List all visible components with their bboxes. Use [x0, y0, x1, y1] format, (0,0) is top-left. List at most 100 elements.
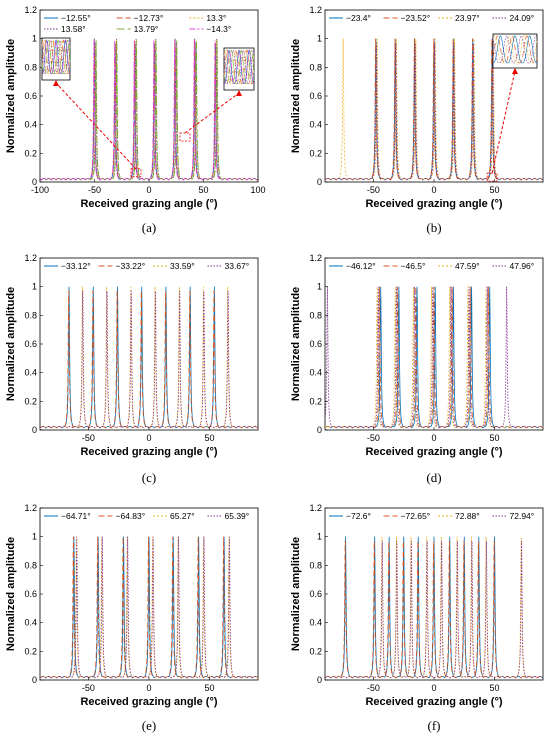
legend-entry-2: 13.3°: [206, 13, 226, 23]
y-tick-label: 1: [32, 532, 37, 542]
series-line-3: [325, 42, 543, 181]
inset-line: [41, 39, 71, 75]
legend-entry-1: −33.22°: [116, 261, 146, 271]
inset-line: [492, 35, 538, 64]
x-tick-label: -50: [88, 185, 101, 195]
y-tick-label: 1.2: [309, 503, 322, 513]
y-tick-label: 0.6: [309, 339, 322, 349]
series-group: [325, 286, 543, 429]
legend-entry-2: 65.27°: [170, 511, 195, 521]
y-tick-label: 0: [32, 177, 37, 187]
y-tick-label: 0.4: [309, 368, 322, 378]
legend-entry-1: −23.52°: [401, 13, 431, 23]
x-tick-label: -50: [367, 433, 380, 443]
inset-line: [223, 49, 255, 85]
plot-area: [39, 257, 259, 431]
x-axis-title: Received grazing angle (°): [80, 198, 217, 210]
inset-line: [41, 39, 71, 75]
zoom-arrow-head: [53, 80, 59, 86]
legend-entry-3: 24.09°: [510, 13, 535, 23]
legend-entry-0: −33.12°: [61, 261, 91, 271]
inset-line: [41, 40, 71, 74]
series-line-3: [40, 290, 258, 429]
y-tick-label: 0.2: [24, 148, 37, 158]
x-tick-label: 50: [490, 185, 500, 195]
x-tick-label: -50: [367, 185, 380, 195]
x-tick-label: -100: [31, 185, 49, 195]
zoom-arrow-head: [512, 68, 518, 74]
y-tick-label: 0.2: [24, 646, 37, 656]
x-axis-title: Received grazing angle (°): [80, 446, 217, 458]
legend-entry-3: 13.58°: [61, 24, 86, 34]
panel-caption: (c): [142, 470, 156, 485]
legend-entry-0: −64.71°: [61, 511, 91, 521]
panel-caption: (f): [428, 718, 441, 733]
series-line-1: [325, 540, 543, 679]
inset-line: [223, 49, 255, 85]
series-group: [40, 536, 258, 679]
legend-entry-0: −72.6°: [346, 511, 371, 521]
series-line-1: [40, 536, 258, 679]
y-tick-label: 0.8: [24, 62, 37, 72]
y-tick-label: 1: [32, 282, 37, 292]
y-tick-label: 0: [32, 675, 37, 685]
y-tick-label: 0: [317, 177, 322, 187]
y-tick-label: 0: [317, 425, 322, 435]
x-axis-title: Received grazing angle (°): [80, 696, 217, 708]
y-tick-label: 0.8: [24, 310, 37, 320]
series-line-3: [40, 536, 258, 679]
x-tick-label: 50: [205, 433, 215, 443]
legend-entry-2: 72.88°: [455, 511, 480, 521]
x-tick-label: 0: [146, 185, 151, 195]
y-tick-label: 0.6: [309, 589, 322, 599]
y-axis-title: Normalized amplitude: [290, 537, 302, 651]
panel-caption: (a): [142, 220, 156, 235]
zoom-arrow: [55, 82, 137, 170]
series-line-0: [40, 536, 258, 679]
legend-entry-3: 65.39°: [225, 511, 250, 521]
panel-caption: (b): [426, 220, 441, 235]
y-tick-label: 0.6: [24, 339, 37, 349]
legend-entry-2: 33.59°: [170, 261, 195, 271]
legend-entry-1: −64.83°: [116, 511, 146, 521]
x-tick-label: 50: [490, 683, 500, 693]
y-tick-label: 0.2: [309, 646, 322, 656]
y-tick-label: 1.2: [309, 5, 322, 15]
x-tick-label: -50: [82, 433, 95, 443]
legend-entry-2: 23.97°: [455, 13, 480, 23]
y-tick-label: 0.4: [24, 368, 37, 378]
panel-caption: (d): [426, 470, 441, 485]
y-tick-label: 0.4: [309, 120, 322, 130]
legend-entry-0: −46.12°: [346, 261, 376, 271]
y-tick-label: 1.2: [24, 5, 37, 15]
chart-panel-4: 0 0.2 0.4 0.6 0.8 1 1.2 -50 0 50 Received grazing …: [5, 503, 259, 733]
y-axis-title: Normalized amplitude: [290, 287, 302, 401]
chart-panel-1: 0 0.2 0.4 0.6 0.8 1 1.2 -50 0 50 Received grazing …: [290, 5, 544, 235]
inset-line: [223, 49, 255, 84]
series-line-4: [40, 40, 258, 181]
x-tick-label: 0: [146, 683, 151, 693]
y-tick-label: 1.2: [24, 253, 37, 263]
y-tick-label: 1.2: [309, 253, 322, 263]
y-tick-label: 0.8: [309, 560, 322, 570]
y-tick-label: 1.2: [24, 503, 37, 513]
inset-line: [492, 35, 538, 64]
y-tick-label: 0.6: [309, 91, 322, 101]
legend-entry-4: 13.79°: [134, 24, 159, 34]
y-tick-label: 0: [317, 675, 322, 685]
legend-entry-1: −46.5°: [401, 261, 426, 271]
y-tick-label: 0.4: [24, 120, 37, 130]
legend-entry-2: 47.59°: [455, 261, 480, 271]
y-axis-title: Normalized amplitude: [5, 287, 17, 401]
y-tick-label: 0.2: [309, 396, 322, 406]
panel-caption: (e): [142, 718, 156, 733]
y-tick-label: 0.2: [309, 148, 322, 158]
x-tick-label: 50: [205, 683, 215, 693]
inset-line: [492, 35, 538, 64]
x-tick-label: 0: [431, 185, 436, 195]
legend-entry-3: 33.67°: [225, 261, 250, 271]
y-tick-label: 0.6: [24, 91, 37, 101]
series-line-2: [325, 38, 543, 181]
x-tick-label: 100: [250, 185, 265, 195]
